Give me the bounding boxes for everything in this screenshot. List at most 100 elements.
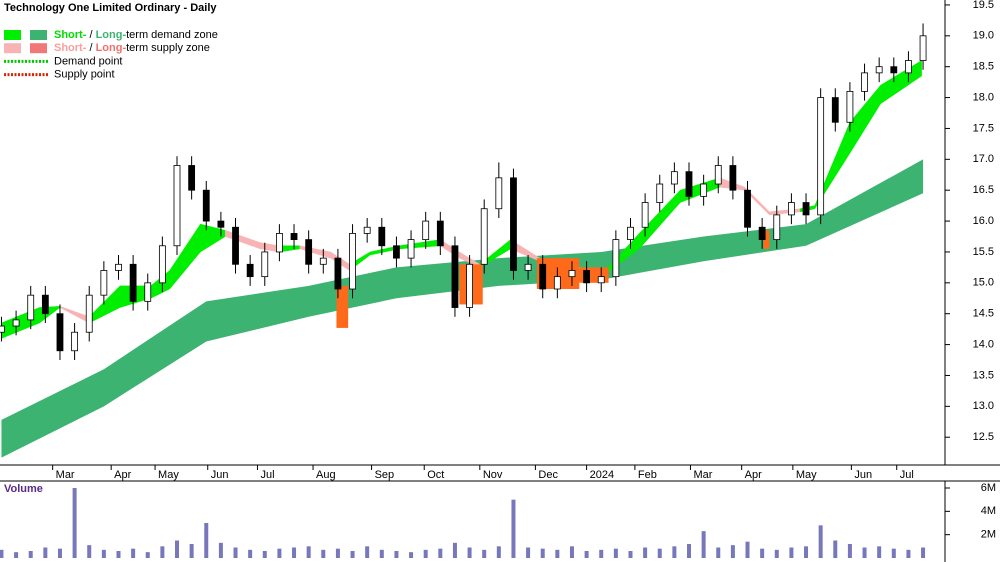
y-tick-label: 17.5 [973,122,994,134]
legend-text: Short- [54,29,87,41]
legend-entry: Short- / Long-term supply zone [54,42,210,54]
volume-bar [57,548,62,558]
candle-body [436,220,444,247]
volume-bar [423,549,428,558]
candle-body [407,239,415,259]
candle-body [100,270,108,296]
volume-tick-label: 2M [981,529,996,541]
volume-bar [730,545,735,558]
legend-text: Long- [96,29,127,41]
volume-bars [0,488,926,558]
candle-body [319,257,327,265]
volume-bar [511,499,516,558]
volume-bar [628,551,633,558]
volume-bar [233,547,238,558]
volume-bar [789,547,794,558]
volume-bar [248,549,253,558]
candle-body [363,226,371,234]
legend-swatch [4,43,21,54]
legend-text: term supply zone [126,42,210,54]
legend-text: Long- [96,42,127,54]
volume-bar [14,552,19,558]
volume-bar [175,540,180,558]
candle-body [788,202,795,216]
candle-body [758,226,766,241]
volume-bar [613,548,618,558]
candle-body [510,177,517,271]
volume-bar [745,541,750,558]
legend-text: Short- [54,42,87,54]
candle-body [451,245,459,308]
candle-body [129,263,137,302]
candle-body [115,263,122,271]
candle-body [890,66,898,74]
candle-body [480,208,488,265]
candle-body [875,66,883,74]
legend-text: term demand zone [126,29,218,41]
candle-body [846,90,854,123]
candle-body [773,214,781,241]
volume-bar [599,549,604,558]
candle-body [861,72,868,92]
volume-bar [921,547,926,558]
y-tick-label: 18.5 [973,61,994,73]
candle-body [612,239,620,278]
volume-bar [643,547,648,558]
candle-body [41,294,49,315]
y-tick-label: 19.5 [973,0,994,11]
candle-body [905,60,912,74]
candle-body [495,177,503,210]
x-tick-label: Apr [745,469,762,481]
volume-bar [701,531,706,558]
candle-body [144,282,152,302]
candle-body [817,97,825,216]
candle-body [305,239,313,265]
volume-bar [526,547,531,558]
y-tick-label: 16.5 [973,184,994,196]
volume-bar [321,549,326,558]
legend-entry: Demand point [54,55,123,67]
volume-bar [145,552,150,558]
x-tick-label: Dec [538,469,558,481]
volume-bar [891,548,896,558]
candle-body [217,220,225,228]
candle-body [173,165,181,247]
volume-bar [277,548,282,558]
x-tick-label: Oct [427,469,444,481]
candle-body [597,276,605,284]
volume-bar [584,551,589,558]
volume-bar [131,548,136,558]
y-tick-label: 14.0 [973,338,994,350]
volume-bar [906,549,911,558]
legend-text: / [86,42,95,54]
legend-swatch [30,43,47,54]
candle-body [831,97,839,123]
volume-bar [569,546,574,558]
volume-bar [116,551,121,558]
candle-body [524,263,532,271]
candle-body [27,294,35,321]
volume-bar [394,551,399,558]
volume-tick-label: 4M [981,505,996,517]
candle-body [276,233,283,253]
y-tick-label: 12.5 [973,431,994,443]
candle-body [583,270,591,284]
volume-bar [379,549,384,558]
volume-bar [306,546,311,558]
volume-bar [43,547,48,558]
y-tick-label: 19.0 [973,30,994,42]
volume-bar [716,547,721,558]
candle-body [393,245,400,259]
volume-bar [540,548,545,558]
volume-bar [467,547,472,558]
candle-body [349,233,356,290]
legend-swatch [30,30,47,40]
candle-body [714,165,722,185]
volume-bar [438,548,443,558]
volume-tick-label: 6M [981,482,996,494]
candle-body [0,325,5,333]
candle-body [539,263,547,290]
candle-body [627,226,634,241]
volume-bar [160,546,165,558]
y-tick-label: 18.0 [973,91,994,103]
